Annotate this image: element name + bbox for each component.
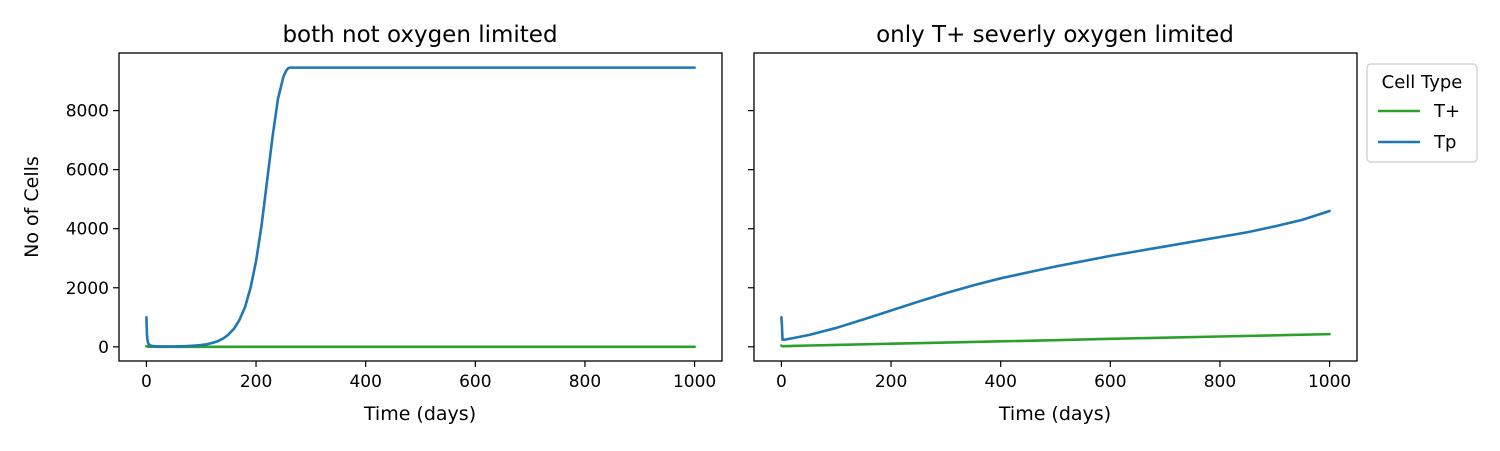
legend-title: Cell Type [1382, 72, 1463, 93]
ytick-label-left-3: 6000 [66, 161, 109, 181]
title-left: both not oxygen limited [282, 22, 557, 48]
series-line-right-tp [780, 209, 1331, 342]
legend-label-2: Tp [1433, 132, 1456, 153]
xlabel-right: Time (days) [998, 403, 1111, 425]
series-line-left-tplus [145, 344, 696, 349]
series-line-left-tp [145, 66, 696, 348]
xtick-label-right-0: 0 [776, 372, 787, 392]
xlabel-left: Time (days) [363, 403, 476, 425]
xtick-label-left-3: 600 [459, 372, 491, 392]
panel-left: both not oxygen limited 0 200 400 600 800 100… [21, 22, 723, 425]
xtick-label-right-5: 1000 [1308, 372, 1351, 392]
ytick-label-left-2: 4000 [66, 220, 109, 240]
xtick-label-left-2: 400 [349, 372, 381, 392]
xtick-label-right-4: 800 [1204, 372, 1236, 392]
series-line-right-tplus [780, 332, 1331, 348]
plot-area-right: 0 200 400 600 800 1000 [748, 109, 1351, 392]
ytick-label-left-0: 0 [98, 338, 109, 358]
legend-label-1: T+ [1433, 101, 1460, 122]
xtick-label-left-4: 800 [569, 372, 601, 392]
xtick-label-right-1: 200 [875, 372, 907, 392]
axes-frame-left [118, 52, 723, 362]
legend: Cell Type T+ Tp [1366, 63, 1478, 163]
title-right: only T+ severly oxygen limited [876, 22, 1234, 48]
xtick-label-left-0: 0 [141, 372, 152, 392]
axes-frame-right [753, 52, 1358, 362]
xtick-label-right-2: 400 [984, 372, 1016, 392]
legend-entries: T+ Tp [1378, 101, 1460, 153]
panel-right: only T+ severly oxygen limited 0 200 400 60… [748, 22, 1358, 425]
xtick-label-right-3: 600 [1094, 372, 1126, 392]
ytick-label-left-4: 8000 [66, 102, 109, 122]
plot-area-left: 0 200 400 600 800 1000 0 2000 4000 6000 8000 [66, 66, 716, 392]
ylabel-left: No of Cells [21, 156, 43, 258]
xtick-label-left-5: 1000 [673, 372, 716, 392]
ytick-label-left-1: 2000 [66, 279, 109, 299]
legend-box [1366, 63, 1478, 163]
xtick-label-left-1: 200 [240, 372, 272, 392]
